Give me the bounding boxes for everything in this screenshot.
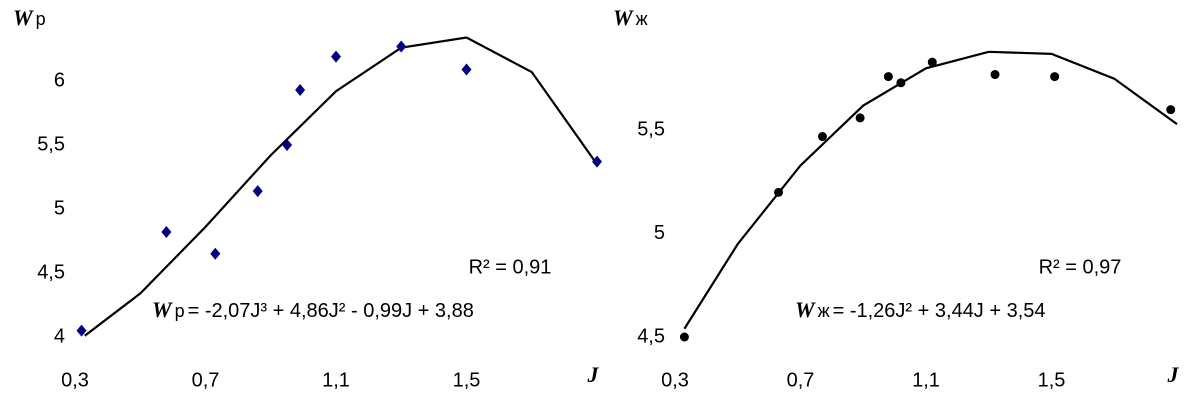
x-tick-label: 0,7 [787, 369, 815, 391]
equation-symbol: W [152, 297, 173, 322]
y-tick-label: 6 [54, 69, 65, 91]
x-tick-label: 0,3 [661, 369, 689, 391]
point [295, 83, 306, 96]
x-tick-label: 1,5 [1038, 369, 1066, 391]
point [990, 70, 1000, 80]
equation-symbol: W [795, 297, 816, 322]
x-tick-label: 0,7 [192, 369, 220, 391]
point [817, 132, 827, 142]
r-squared: R² = 0,97 [1039, 256, 1122, 278]
point [161, 226, 172, 239]
y-axis-symbol: W [613, 5, 634, 30]
y-axis-sub: р [36, 9, 46, 29]
point [210, 247, 221, 260]
equation-sub: р [175, 301, 185, 321]
point [883, 72, 893, 82]
y-tick-label: 5 [654, 222, 665, 244]
point [1166, 105, 1176, 115]
point [592, 155, 602, 168]
point [331, 50, 341, 63]
y-tick-label: 4,5 [637, 325, 665, 347]
point [927, 57, 937, 67]
point [896, 78, 906, 88]
y-tick-label: 4,5 [37, 261, 65, 283]
x-axis-label: J [587, 362, 600, 387]
x-tick-label: 1,1 [322, 369, 350, 391]
equation-sub: ж [818, 301, 830, 321]
point [282, 139, 293, 151]
point [855, 113, 865, 123]
x-tick-label: 1,5 [453, 369, 481, 391]
equation-text: = -2,07J³ + 4,86J² - 0,99J + 3,88 [188, 300, 474, 322]
y-tick-label: 4 [54, 325, 65, 347]
point [396, 40, 407, 53]
y-axis-sub: ж [636, 9, 648, 29]
trendline [683, 50, 1178, 330]
y-axis-symbol: W [13, 5, 34, 30]
point [252, 185, 263, 198]
r-squared: R² = 0,91 [469, 256, 552, 278]
point [76, 324, 87, 337]
x-tick-label: 0,3 [61, 369, 89, 391]
y-tick-label: 5,5 [637, 119, 665, 141]
equation-text: = -1,26J² + 3,44J + 3,54 [833, 300, 1046, 322]
y-tick-label: 5,5 [37, 133, 65, 155]
trendline [84, 36, 598, 337]
x-axis-label: J [1167, 362, 1180, 387]
point [679, 332, 689, 342]
point [1050, 72, 1060, 82]
y-tick-label: 5 [54, 197, 65, 219]
x-tick-label: 1,1 [912, 369, 940, 391]
point [461, 63, 472, 76]
point [774, 187, 784, 197]
